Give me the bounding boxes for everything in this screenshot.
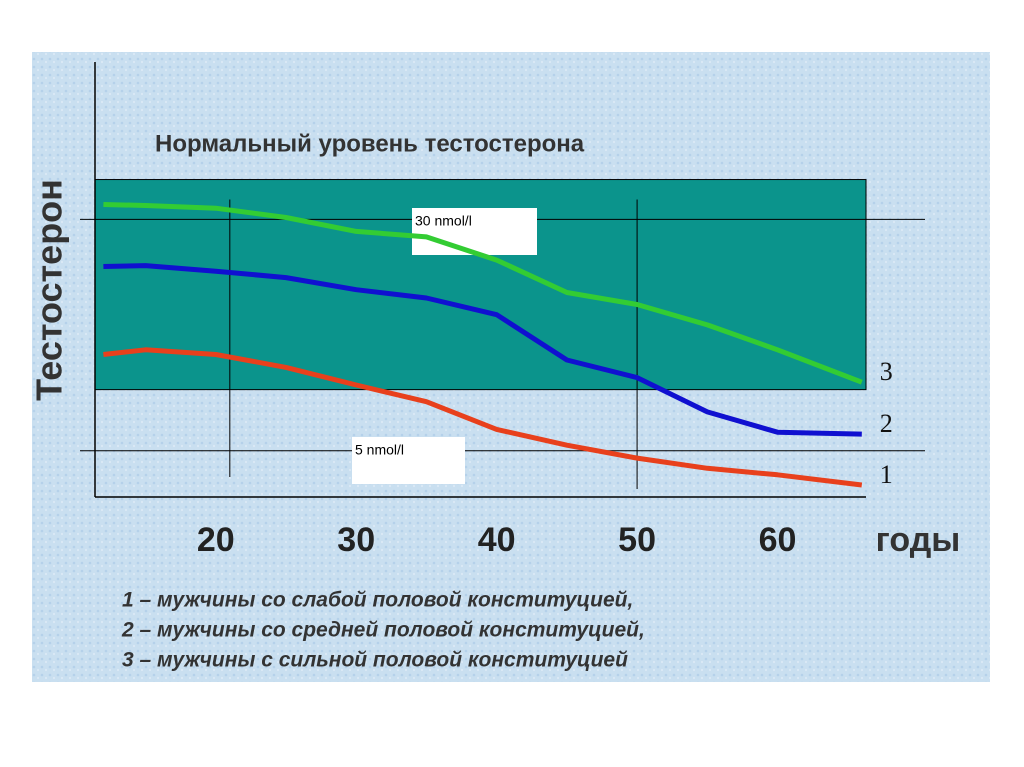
reference-label: 30 nmol/l — [415, 213, 472, 229]
chart-title: Нормальный уровень тестостерона — [155, 130, 585, 157]
reference-label: 5 nmol/l — [355, 442, 404, 458]
legend-entry: 1 – мужчины со слабой половой конституци… — [122, 589, 633, 612]
series-label: 2 — [880, 409, 893, 438]
series-label: 1 — [880, 460, 893, 489]
plot: 30 nmol/l 5 nmol/l 20 30 40 50 60 1 2 3 — [80, 62, 925, 559]
y-axis-label: Тестостерон — [29, 179, 70, 401]
legend-entry: 2 – мужчины со средней половой конституц… — [121, 619, 645, 642]
series-label: 3 — [880, 357, 893, 386]
x-tick-label: 20 — [197, 521, 235, 559]
x-tick-label: 30 — [337, 521, 375, 559]
series-line — [103, 202, 863, 385]
reference-label-box — [412, 208, 537, 255]
x-tick-label: 60 — [759, 521, 797, 559]
legend: 1 – мужчины со слабой половой конституци… — [121, 589, 645, 672]
x-axis-label: годы — [876, 521, 961, 559]
x-tick-label: 40 — [478, 521, 516, 559]
x-tick-label: 50 — [618, 521, 656, 559]
series-line — [103, 263, 862, 437]
legend-entry: 3 – мужчины с сильной половой конституци… — [122, 649, 628, 672]
reference-label-box — [352, 437, 465, 484]
series-line — [103, 347, 863, 488]
